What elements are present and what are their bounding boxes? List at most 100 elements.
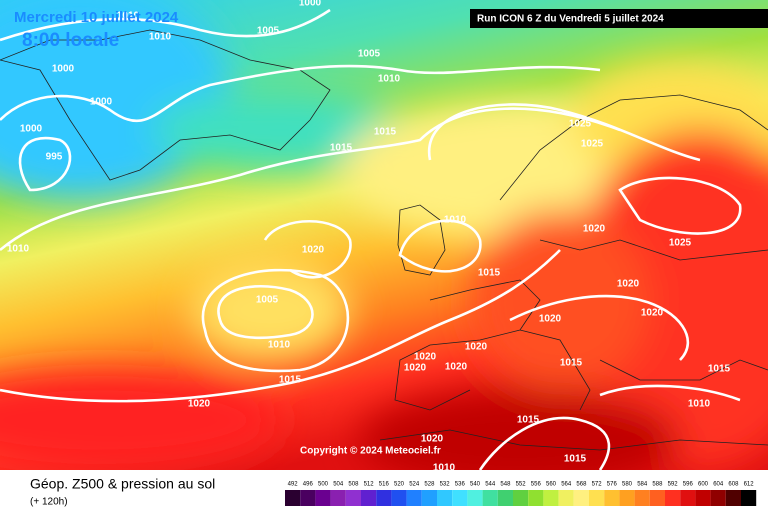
legend-swatch <box>573 490 589 506</box>
isobar-label: 1010 <box>268 340 291 351</box>
isobar-label: 1020 <box>188 399 211 410</box>
legend-swatch <box>482 490 498 506</box>
coastlines <box>0 29 768 451</box>
legend-swatch <box>619 490 635 506</box>
legend-label: 580 <box>622 482 633 488</box>
isobar-label: 1000 <box>20 124 43 135</box>
legend-label: 500 <box>318 482 329 488</box>
isobar-label: 1015 <box>708 364 731 375</box>
isobar-label: 1010 <box>688 399 711 410</box>
legend-swatch <box>665 490 681 506</box>
legend-label: 524 <box>409 482 420 488</box>
legend-label: 548 <box>500 482 511 488</box>
legend-label: 592 <box>668 482 679 488</box>
isobar-label: 1025 <box>581 139 604 150</box>
legend-swatch <box>497 490 513 506</box>
isobar-label: 1020 <box>421 434 444 445</box>
legend-swatch <box>513 490 529 506</box>
legend-label: 512 <box>364 482 375 488</box>
legend-swatch <box>452 490 468 506</box>
isobar-label: 1005 <box>257 26 280 37</box>
legend-label: 496 <box>303 482 314 488</box>
run-info: Run ICON 6 Z du Vendredi 5 juillet 2024 <box>477 14 664 25</box>
isobar-label: 1010 <box>378 74 401 85</box>
isobar-label: 1010 <box>117 11 140 22</box>
isobar-label: 1005 <box>256 295 279 306</box>
legend-label: 544 <box>485 482 496 488</box>
legend-swatch <box>649 490 665 506</box>
legend-label: 540 <box>470 482 481 488</box>
isobar-label: 1025 <box>669 238 692 249</box>
legend-swatch <box>437 490 453 506</box>
legend-label: 528 <box>424 482 435 488</box>
isobar-label: 1020 <box>404 363 427 374</box>
isobar-label: 1020 <box>641 308 664 319</box>
forecast-time: 8:00 locale <box>22 30 119 51</box>
legend-label: 608 <box>728 482 739 488</box>
isobar-label: 1020 <box>445 362 468 373</box>
isobar-label: 1015 <box>564 454 587 465</box>
legend-swatch <box>421 490 437 506</box>
legend-swatch <box>376 490 392 506</box>
legend-label: 536 <box>455 482 466 488</box>
isobar-labels: 1010 1010 1005 1000 1000 1000 1000 995 1005 1010 1… <box>7 0 731 470</box>
legend-swatch <box>589 490 605 506</box>
legend-label: 516 <box>379 482 390 488</box>
isobar-label: 1015 <box>478 268 501 279</box>
legend-swatch <box>345 490 361 506</box>
legend-label: 600 <box>698 482 709 488</box>
isobar-label: 1020 <box>414 352 437 363</box>
isobar-label: 1005 <box>358 49 381 60</box>
legend-label: 572 <box>592 482 603 488</box>
isobar-label: 1015 <box>279 375 302 386</box>
legend-label: 492 <box>288 482 299 488</box>
legend-swatch <box>543 490 559 506</box>
legend-label: 588 <box>652 482 663 488</box>
isobar-label: 1000 <box>90 97 113 108</box>
isobar-label: 1000 <box>299 0 322 9</box>
run-banner <box>470 9 768 28</box>
isobar-label: 1015 <box>517 415 540 426</box>
legend-swatch <box>315 490 331 506</box>
legend-swatch <box>741 490 757 506</box>
legend-label: 568 <box>576 482 587 488</box>
legend-label: 504 <box>333 482 344 488</box>
legend-swatch <box>406 490 422 506</box>
isobar-label: 1020 <box>465 342 488 353</box>
color-legend: 492 496 500 504 508 512 516 520 524 528 532 536 540 5… <box>285 482 757 506</box>
isobar-label: 995 <box>46 152 63 163</box>
legend-label: 604 <box>713 482 724 488</box>
legend-swatch <box>528 490 544 506</box>
isobar-label: 1015 <box>374 127 397 138</box>
isobar-label: 1020 <box>539 314 562 325</box>
legend-swatch <box>391 490 407 506</box>
legend-label: 532 <box>440 482 451 488</box>
legend-label: 508 <box>348 482 359 488</box>
legend-swatch <box>604 490 620 506</box>
isobar-label: 1000 <box>52 64 75 75</box>
isobar-label: 1020 <box>302 245 325 256</box>
isobar-label: 1010 <box>7 244 30 255</box>
legend-label: 596 <box>683 482 694 488</box>
legend-swatch <box>680 490 696 506</box>
footer-title: Géop. Z500 & pression au sol <box>30 476 215 492</box>
forecast-lead: (+ 120h) <box>30 497 68 508</box>
legend-label: 576 <box>607 482 618 488</box>
legend-swatch <box>725 490 741 506</box>
legend-swatch <box>558 490 574 506</box>
legend-label: 584 <box>637 482 648 488</box>
isobar-label: 1010 <box>444 215 467 226</box>
legend-label: 556 <box>531 482 542 488</box>
isobar-label: 1015 <box>560 358 583 369</box>
legend-swatch <box>300 490 316 506</box>
legend-swatch <box>467 490 483 506</box>
legend-label: 520 <box>394 482 405 488</box>
isobars <box>0 8 742 470</box>
isobar-label: 1015 <box>330 143 353 154</box>
legend-swatch <box>710 490 726 506</box>
map-area: 1010 1010 1005 1000 1000 1000 1000 995 1005 1010 1… <box>0 0 768 470</box>
legend-swatch <box>695 490 711 506</box>
legend-swatch <box>361 490 377 506</box>
isobar-label: 1010 <box>149 32 172 43</box>
